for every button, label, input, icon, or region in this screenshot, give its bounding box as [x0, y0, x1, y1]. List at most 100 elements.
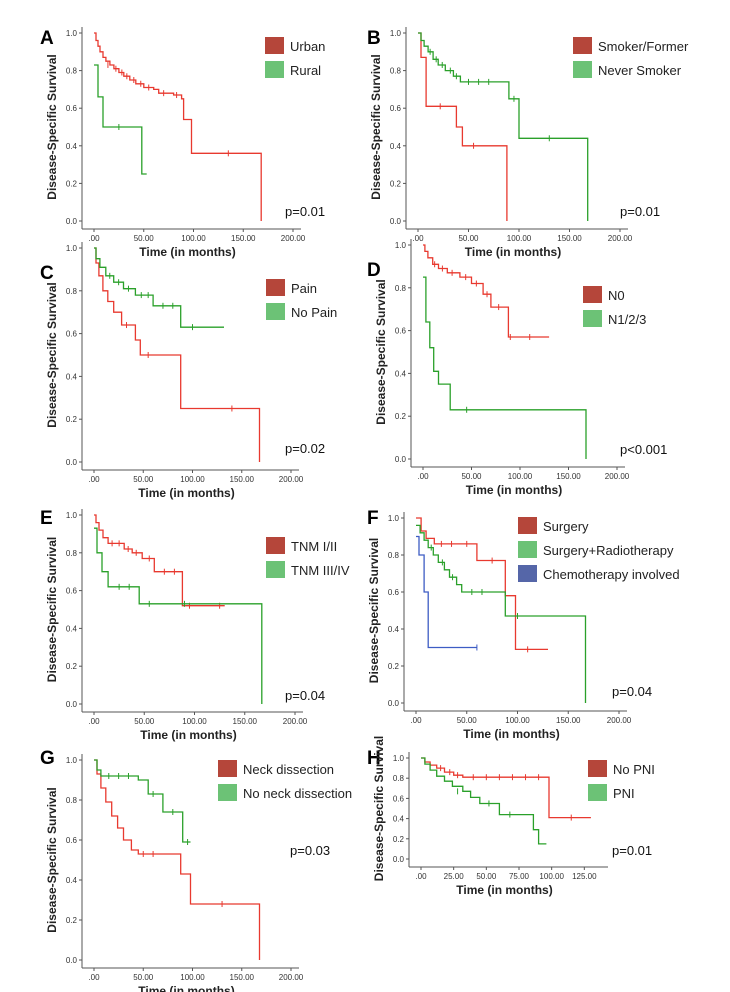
legend-swatch [266, 561, 285, 578]
x-tick-label: 200.00 [283, 717, 308, 726]
survival-curve-no-pni [421, 757, 591, 819]
panel-b: B 0.0 0.2 0.4 0.6 0.8 1.0 .00 50.00 100.00 150.00 2… [367, 27, 689, 259]
x-tick-label: 100.00 [180, 475, 205, 484]
x-tick-label: 25.00 [444, 872, 465, 881]
panel-d: D 0.0 0.2 0.4 0.6 0.8 1.0 .00 50.00 100.00 150.00 2… [367, 239, 667, 497]
y-tick-label: 0.6 [66, 104, 78, 113]
legend-label: Rural [290, 63, 321, 78]
y-tick-label: 0.6 [390, 104, 402, 113]
y-tick-label: 0.8 [390, 67, 402, 76]
y-tick-label: 1.0 [390, 29, 402, 38]
y-tick-label: 1.0 [66, 756, 78, 765]
legend-label: TNM III/IV [291, 563, 350, 578]
x-tick-label: 150.00 [230, 973, 255, 982]
panel-label: E [40, 508, 53, 529]
y-tick-label: 0.4 [66, 372, 78, 381]
legend-swatch [265, 37, 284, 54]
survival-curve-surgery [416, 517, 548, 651]
panel-label: B [367, 28, 381, 49]
x-tick-label: .00 [88, 717, 100, 726]
y-tick-label: 0.8 [393, 774, 405, 783]
y-tick-label: 0.4 [390, 142, 402, 151]
y-tick-label: 0.4 [66, 142, 78, 151]
survival-curve-rural [94, 64, 147, 175]
x-axis-title: Time (in months) [140, 728, 236, 742]
y-tick-label: 0.2 [66, 179, 78, 188]
x-tick-label: 100.00 [180, 973, 205, 982]
p-value: p=0.04 [612, 684, 652, 699]
x-tick-label: 75.00 [509, 872, 530, 881]
survival-curve-urban [94, 32, 262, 221]
x-tick-label: 100.00 [539, 872, 564, 881]
legend-label: Neck dissection [243, 762, 334, 777]
y-tick-label: 0.8 [66, 287, 78, 296]
p-value: p=0.01 [612, 843, 652, 858]
x-tick-label: 100.00 [181, 234, 206, 243]
x-tick-label: 200.00 [279, 973, 304, 982]
x-tick-label: 50.00 [133, 475, 154, 484]
survival-curve-pain [94, 247, 261, 462]
x-tick-label: 50.00 [458, 234, 479, 243]
x-tick-label: 150.00 [556, 716, 581, 725]
y-tick-label: 0.2 [66, 662, 78, 671]
y-tick-label: 0.4 [388, 625, 400, 634]
panel-h: H 0.0 0.2 0.4 0.6 0.8 1.0 .00 25.00 50.00 75.00 100… [367, 736, 655, 897]
y-tick-label: 0.4 [393, 815, 405, 824]
x-tick-label: 50.00 [134, 234, 155, 243]
panel-label: F [367, 508, 379, 529]
y-tick-label: 0.2 [395, 412, 407, 421]
legend-swatch [583, 286, 602, 303]
legend-label: Surgery [543, 519, 589, 534]
y-tick-label: 1.0 [66, 511, 78, 520]
y-tick-label: 1.0 [66, 244, 78, 253]
legend-swatch [518, 541, 537, 558]
survival-curve-n0 [423, 244, 550, 338]
y-axis-title: Disease-Specific Survival [374, 279, 388, 424]
p-value: p=0.01 [285, 204, 325, 219]
x-tick-label: .00 [88, 973, 100, 982]
y-tick-label: 1.0 [393, 754, 405, 763]
legend-swatch [573, 61, 592, 78]
legend-label: N1/2/3 [608, 312, 646, 327]
legend-swatch [266, 279, 285, 296]
y-tick-label: 0.2 [390, 179, 402, 188]
legend-swatch [518, 517, 537, 534]
y-tick-label: 0.2 [66, 415, 78, 424]
y-axis-title: Disease-Specific Survival [372, 736, 386, 881]
legend-swatch [266, 303, 285, 320]
legend-swatch [573, 37, 592, 54]
p-value: p=0.02 [285, 441, 325, 456]
p-value: p=0.03 [290, 843, 330, 858]
legend-swatch [583, 310, 602, 327]
y-tick-label: 0.0 [66, 458, 78, 467]
x-tick-label: 50.00 [133, 973, 154, 982]
x-tick-label: .00 [412, 234, 424, 243]
x-tick-label: 150.00 [557, 234, 582, 243]
x-tick-label: 200.00 [279, 475, 304, 484]
panel-label: G [40, 748, 55, 769]
legend-label: Smoker/Former [598, 39, 689, 54]
y-tick-label: 0.6 [66, 836, 78, 845]
x-axis-title: Time (in months) [139, 245, 235, 259]
x-tick-label: 100.00 [505, 716, 530, 725]
y-tick-label: 0.6 [395, 327, 407, 336]
y-tick-label: 1.0 [66, 29, 78, 38]
y-tick-label: 0.8 [66, 796, 78, 805]
p-value: p<0.001 [620, 442, 667, 457]
y-tick-label: 1.0 [395, 241, 407, 250]
survival-curve-no-pain [94, 247, 224, 328]
survival-curve-pni [421, 757, 547, 845]
x-axis-title: Time (in months) [463, 727, 559, 741]
x-axis-title: Time (in months) [456, 883, 552, 897]
x-tick-label: 200.00 [607, 716, 632, 725]
legend-label: Urban [290, 39, 325, 54]
x-tick-label: 200.00 [608, 234, 633, 243]
x-tick-label: 50.00 [461, 472, 482, 481]
legend-label: No PNI [613, 762, 655, 777]
survival-curve-no-neck-dissection [94, 759, 191, 843]
panel-g: G 0.0 0.2 0.4 0.6 0.8 1.0 .00 50.00 100.00 150.00 2… [40, 748, 352, 992]
legend-label: PNI [613, 786, 635, 801]
y-tick-label: 0.2 [393, 835, 405, 844]
legend-swatch [266, 537, 285, 554]
